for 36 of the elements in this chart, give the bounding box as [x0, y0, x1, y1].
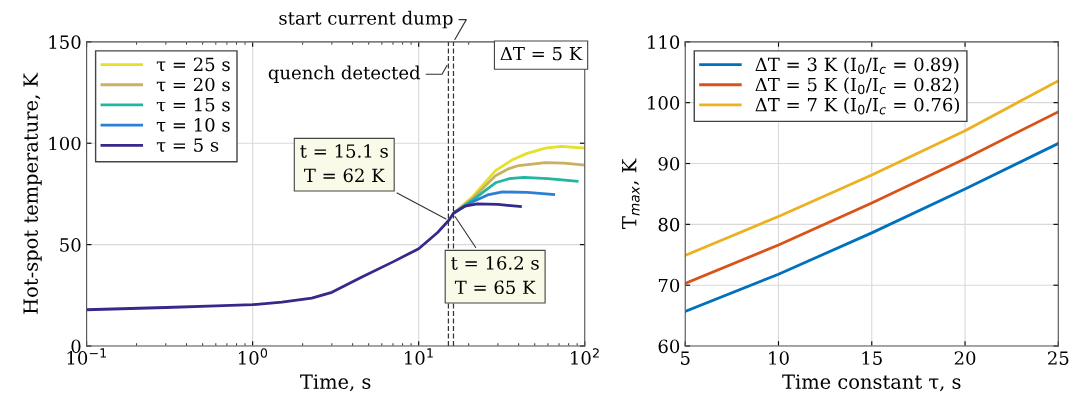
x-axis-title: Time constant τ, s [782, 374, 961, 392]
legend-label: τ = 25 s [156, 57, 230, 72]
legend-label: τ = 10 s [156, 118, 230, 132]
ref-line-label: start current dump [279, 10, 453, 29]
y-tick-label: 100 [648, 96, 680, 110]
x-tick-label: 20 [954, 351, 976, 365]
y-tick-label: 100 [49, 136, 81, 151]
line-series [685, 142, 1059, 313]
x-tick-label: 10$^{2}$ [571, 348, 599, 365]
y-tick-label: 50 [60, 238, 81, 252]
annotation: ΔT = 5 K [500, 46, 583, 61]
annotation: t = 15.1 s T = 62 K [300, 144, 388, 183]
legend-label: τ = 15 s [156, 97, 230, 112]
y-tick-label: 60 [658, 339, 680, 354]
y-tick-label: 110 [648, 35, 680, 49]
x-tick-label: 10$^{0}$ [238, 348, 268, 365]
legend-label: τ = 5 s [156, 138, 219, 152]
x-tick-label: 10 [769, 351, 789, 365]
y-axis-title: Hot-spot temperature, K [23, 72, 42, 314]
x-tick-label: 5 [681, 351, 690, 365]
x-tick-label: 25 [1048, 351, 1069, 365]
x-axis-title: Time, s [300, 374, 371, 392]
y-axis-title: T$_{max}$, K [622, 158, 640, 229]
y-tick-label: 150 [49, 35, 81, 49]
ref-line-label: quench detected [268, 65, 421, 83]
x-tick-label: 10$^{1}$ [405, 348, 433, 365]
legend-label: ΔT = 5 K (I$_{0}$/I$_{c}$ = 0.82) [755, 77, 959, 95]
legend-label: ΔT = 3 K (I$_{0}$/I$_{c}$ = 0.89) [755, 57, 959, 75]
legend-label: ΔT = 7 K (I$_{0}$/I$_{c}$ = 0.76) [755, 97, 960, 115]
annotation: t = 16.2 s T = 65 K [451, 256, 539, 295]
y-tick-label: 70 [658, 278, 680, 293]
y-tick-label: 90 [658, 156, 680, 171]
line-series [685, 79, 1059, 257]
x-tick-label: 15 [862, 351, 882, 365]
y-tick-label: 80 [658, 217, 680, 232]
legend-label: τ = 20 s [156, 77, 230, 92]
